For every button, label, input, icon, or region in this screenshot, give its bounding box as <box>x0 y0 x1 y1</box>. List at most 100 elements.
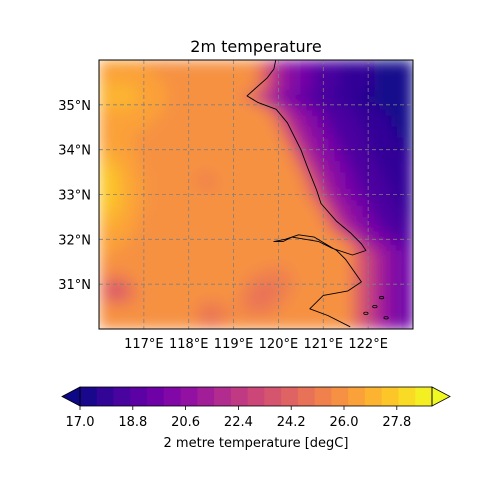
field-cell <box>194 138 201 145</box>
field-cell <box>362 110 369 117</box>
field-cell <box>188 267 195 274</box>
field-cell <box>244 244 251 252</box>
field-cell <box>143 261 151 268</box>
field-cell <box>227 317 235 324</box>
field-cell <box>407 160 413 168</box>
field-cell <box>239 216 246 224</box>
field-cell <box>284 239 291 246</box>
field-cell <box>211 183 218 190</box>
field-cell <box>160 144 167 151</box>
field-cell <box>340 317 347 324</box>
field-cell <box>373 132 380 140</box>
colorbar-cell <box>214 387 232 406</box>
field-cell <box>244 172 251 179</box>
field-cell <box>239 155 246 162</box>
field-cell <box>300 82 308 89</box>
field-cell <box>199 306 207 313</box>
field-cell <box>227 177 235 184</box>
field-cell <box>278 261 285 268</box>
field-cell <box>272 284 280 291</box>
field-cell <box>110 278 117 285</box>
field-cell <box>295 93 302 100</box>
field-cell <box>289 205 296 212</box>
field-cell <box>261 104 268 112</box>
field-cell <box>138 239 145 246</box>
field-cell <box>183 160 190 168</box>
field-cell <box>390 65 397 72</box>
field-cell <box>244 132 251 140</box>
field-cell <box>216 76 223 84</box>
field-cell <box>323 155 330 162</box>
field-cell <box>306 300 313 308</box>
field-cell <box>272 93 280 100</box>
field-cell <box>362 82 369 89</box>
field-cell <box>99 155 106 162</box>
field-cell <box>261 250 268 257</box>
field-cell <box>211 211 218 218</box>
field-cell <box>340 166 347 173</box>
field-cell <box>132 82 139 89</box>
field-cell <box>155 267 162 274</box>
field-cell <box>239 323 246 329</box>
field-cell <box>216 289 223 296</box>
colorbar-cell <box>415 387 433 406</box>
field-cell <box>278 71 285 78</box>
field-cell <box>227 104 235 112</box>
field-cell <box>250 200 257 207</box>
field-cell <box>340 272 347 280</box>
field-cell <box>267 222 274 229</box>
field-cell <box>99 256 106 263</box>
field-cell <box>188 155 195 162</box>
field-cell <box>127 65 134 72</box>
field-cell <box>384 99 392 106</box>
field-cell <box>396 183 403 190</box>
field-cell <box>368 172 375 179</box>
field-cell <box>110 317 117 324</box>
field-cell <box>121 60 128 67</box>
field-cell <box>390 272 397 280</box>
field-cell <box>166 300 173 308</box>
field-cell <box>216 222 223 229</box>
field-cell <box>295 222 302 229</box>
colorbar-cell <box>297 387 316 406</box>
field-cell <box>334 160 341 168</box>
field-cell <box>205 216 212 224</box>
field-cell <box>362 250 369 257</box>
field-cell <box>401 323 408 329</box>
field-cell <box>194 183 201 190</box>
field-cell <box>155 110 162 117</box>
gridlines <box>99 60 413 329</box>
field-cell <box>155 99 162 106</box>
field-cell <box>110 211 117 218</box>
field-cell <box>121 194 128 201</box>
field-cell <box>284 194 291 201</box>
field-cell <box>171 149 179 156</box>
field-cell <box>407 256 413 263</box>
field-cell <box>312 132 319 140</box>
field-cell <box>227 166 235 173</box>
field-cell <box>177 306 184 313</box>
field-cell <box>250 306 257 313</box>
field-cell <box>160 205 167 212</box>
field-cell <box>227 116 235 123</box>
field-cell <box>384 127 392 134</box>
field-cell <box>143 166 151 173</box>
field-cell <box>368 306 375 313</box>
field-cell <box>289 166 296 173</box>
field-cell <box>284 60 291 67</box>
field-cell <box>300 177 308 184</box>
field-cell <box>300 317 308 324</box>
field-cell <box>379 166 386 173</box>
field-cell <box>261 132 268 140</box>
field-cell <box>110 82 117 89</box>
field-cell <box>244 82 251 89</box>
field-cell <box>328 317 336 324</box>
field-cell <box>328 104 336 112</box>
field-cell <box>155 289 162 296</box>
field-cell <box>127 256 134 263</box>
field-cell <box>312 177 319 184</box>
field-cell <box>233 65 240 72</box>
field-cell <box>407 194 413 201</box>
field-cell <box>272 312 280 319</box>
field-cell <box>328 239 336 246</box>
